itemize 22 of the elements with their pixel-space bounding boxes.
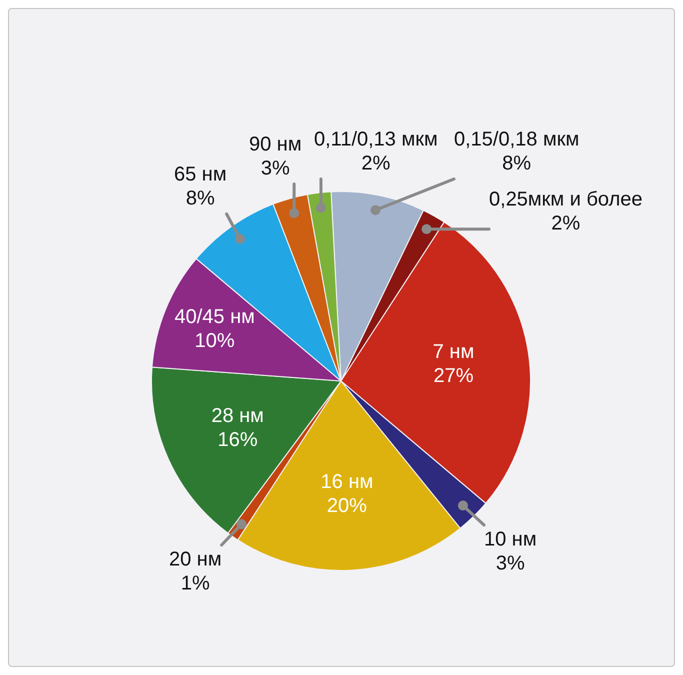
slice-label: 28 нм — [211, 404, 264, 427]
data-label: 2% — [361, 152, 391, 175]
slice-label: 0,15/0,18 мкм — [454, 128, 580, 151]
data-label: 20% — [326, 495, 368, 518]
slice-label: 0,11/0,13 мкм — [314, 128, 438, 151]
slice-label: 10 нм — [484, 528, 537, 551]
slice-label: 16 нм — [320, 471, 374, 494]
data-label: 1% — [180, 572, 210, 595]
data-label: 2% — [551, 212, 580, 235]
data-label: 8% — [502, 152, 532, 175]
data-label: 8% — [186, 188, 215, 210]
slice-label: 0,25мкм и более — [489, 188, 643, 211]
data-label: 10% — [194, 330, 235, 352]
data-label: 27% — [433, 364, 474, 387]
slice-label: 20 нм — [168, 548, 222, 571]
slice-label: 7 нм — [432, 340, 474, 363]
slice-label: 90 нм — [248, 134, 302, 156]
data-label: 3% — [496, 552, 525, 575]
data-label: 16% — [218, 428, 258, 451]
slice-label: 65 нм — [174, 164, 227, 186]
slice-label: 40/45 нм — [174, 306, 255, 328]
data-label: 3% — [260, 158, 290, 180]
